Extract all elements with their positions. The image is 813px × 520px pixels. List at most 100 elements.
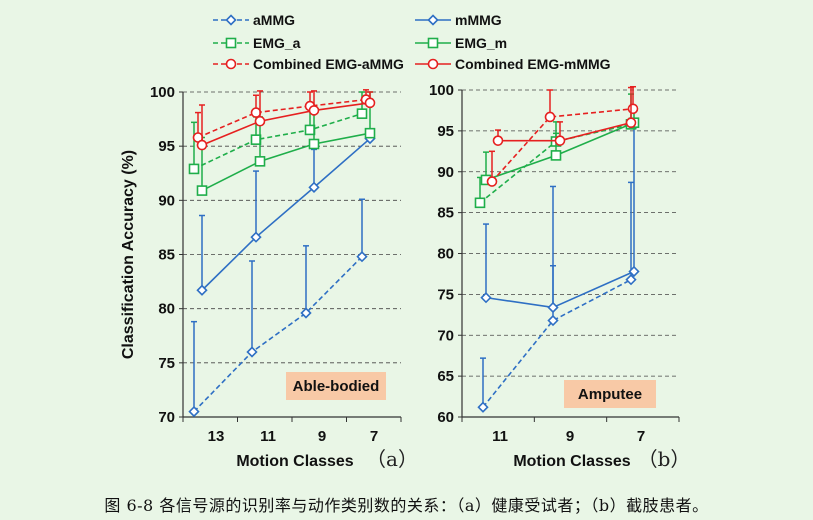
panel-a: 70 75 80 85 90 95 100 13 11 9 7 Able-bodied Motion C… (120, 84, 418, 471)
panel-label: （a） (366, 447, 418, 471)
data-point (356, 251, 368, 263)
series-mmmg (480, 126, 640, 314)
data-point (364, 127, 376, 139)
data-point (308, 105, 320, 116)
series-line (201, 132, 371, 192)
y-tick-label: 80 (158, 301, 175, 318)
data-point (625, 274, 637, 286)
series-line (201, 137, 371, 291)
series-combined-emg-mmmg (492, 86, 637, 146)
legend-marker (225, 14, 237, 26)
data-point (474, 197, 486, 209)
legend-marker (427, 58, 439, 70)
legend-item: Combined EMG-mMMG (415, 56, 611, 72)
legend-marker (427, 37, 439, 49)
condition-label: Able-bodied (293, 378, 380, 395)
x-tick-label: 13 (208, 428, 225, 445)
panel-b: 60 65 70 75 80 85 90 95 100 11 9 7 Amputee Motion Cla… (429, 82, 690, 471)
x-tick-label: 7 (637, 428, 645, 445)
legend-item: Combined EMG-aMMG (213, 56, 404, 72)
y-tick-label: 80 (437, 246, 454, 263)
data-point (544, 111, 556, 123)
y-tick-label: 85 (437, 205, 454, 222)
legend-label: EMG_m (455, 35, 507, 51)
condition-box (564, 380, 656, 408)
x-tick-label: 9 (318, 428, 326, 445)
legend-item: aMMG (213, 12, 295, 28)
y-tick-label: 70 (158, 409, 175, 426)
series-combined-emg-ammg (192, 89, 372, 143)
data-point (196, 185, 208, 196)
legend-label: Combined EMG-mMMG (455, 56, 611, 72)
figure-caption: 图 6-8 各信号源的识别率与动作类别数的关系：（a）健康受试者；（b）截肢患者… (104, 496, 709, 515)
y-tick-label: 75 (158, 355, 175, 372)
figure: aMMG mMMG EMG_a EMG_m Combined EMG-aMMG Combi… (120, 12, 690, 471)
series-emg-m (196, 91, 376, 196)
data-point (308, 181, 320, 193)
data-point (308, 138, 320, 150)
y-tick-label: 100 (150, 84, 175, 101)
legend-label: aMMG (253, 12, 295, 28)
series-line (193, 256, 363, 413)
data-point (550, 150, 562, 161)
series-emg-a (188, 91, 368, 175)
y-tick-label: 100 (429, 82, 454, 99)
condition-label: Amputee (578, 386, 642, 403)
data-point (486, 176, 498, 187)
series-line (201, 102, 371, 146)
data-point (254, 156, 266, 167)
y-tick-label: 85 (158, 247, 175, 264)
data-point (196, 284, 208, 296)
data-point (188, 405, 200, 418)
x-tick-label: 9 (566, 428, 574, 445)
data-point (547, 314, 559, 327)
x-axis-title: Motion Classes (236, 453, 353, 470)
data-point (250, 107, 262, 118)
data-point (477, 401, 489, 413)
data-point (480, 292, 492, 304)
legend: aMMG mMMG EMG_a EMG_m Combined EMG-aMMG Combi… (213, 12, 611, 72)
data-point (254, 115, 266, 127)
y-axis-title: Classification Accuracy (%) (120, 150, 137, 359)
data-point (188, 163, 200, 175)
data-point (547, 301, 559, 314)
legend-item: mMMG (415, 12, 502, 28)
x-tick-label: 11 (260, 428, 276, 445)
y-tick-label: 60 (437, 409, 454, 426)
x-tick-label: 7 (370, 428, 378, 445)
data-point (250, 134, 262, 145)
data-point (625, 117, 637, 128)
y-tick-label: 70 (437, 327, 454, 344)
data-point (304, 124, 316, 136)
data-point (196, 139, 208, 151)
y-tick-label: 90 (158, 192, 175, 209)
data-point (492, 135, 504, 146)
legend-marker (225, 37, 237, 49)
data-point (628, 265, 640, 278)
legend-marker (427, 14, 439, 26)
series-combined-emg-ammg (486, 85, 639, 187)
x-axis-title: Motion Classes (513, 453, 630, 470)
y-tick-label: 95 (158, 138, 175, 155)
y-tick-label: 90 (437, 164, 454, 181)
series-line (193, 112, 363, 170)
legend-item: EMG_m (415, 35, 507, 51)
series-combined-emg-mmmg (196, 90, 376, 151)
data-point (356, 108, 368, 119)
legend-marker (225, 58, 237, 70)
legend-label: mMMG (455, 12, 502, 28)
data-point (250, 231, 262, 243)
legend-label: Combined EMG-aMMG (253, 56, 404, 72)
legend-item: EMG_a (213, 35, 301, 51)
y-tick-label: 75 (437, 286, 454, 303)
data-point (554, 135, 566, 146)
series-line (197, 98, 367, 139)
series-ammg (188, 198, 368, 418)
y-tick-label: 95 (437, 123, 454, 140)
data-point (300, 307, 312, 319)
data-point (364, 97, 376, 109)
series-line (491, 108, 634, 183)
series-mmmg (196, 132, 376, 296)
condition-box (286, 372, 386, 400)
y-tick-label: 65 (437, 368, 454, 385)
